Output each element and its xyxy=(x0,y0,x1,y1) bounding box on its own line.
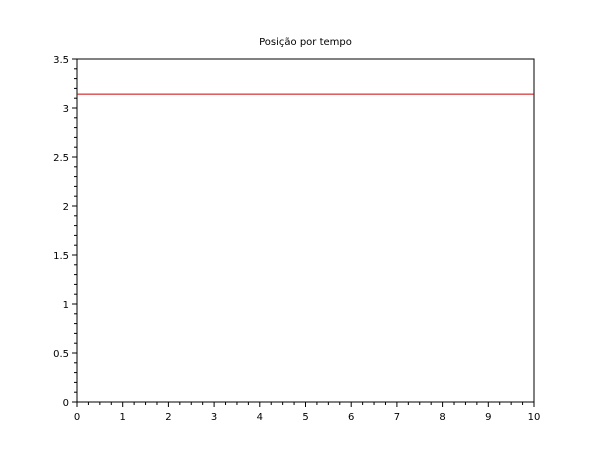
y-tick-label: 1.5 xyxy=(53,251,69,262)
y-axis: 0 0.5 1 1.5 2 2.5 3 3.5 xyxy=(53,55,77,409)
y-tick-label: 3 xyxy=(63,104,69,115)
x-tick-label: 4 xyxy=(257,412,263,423)
y-tick-label: 2 xyxy=(63,202,69,213)
y-tick-label: 0 xyxy=(63,398,69,409)
x-tick-label: 3 xyxy=(211,412,217,423)
x-tick-label: 2 xyxy=(165,412,171,423)
y-tick-label: 1 xyxy=(63,300,69,311)
plot-frame xyxy=(76,58,535,403)
x-tick-label: 10 xyxy=(528,412,541,423)
chart-title: Posição por tempo xyxy=(259,37,352,48)
y-tick-label: 0.5 xyxy=(53,349,69,360)
y-tick-label: 2.5 xyxy=(53,153,69,164)
y-tick-label: 3.5 xyxy=(53,55,69,66)
x-tick-label: 8 xyxy=(439,412,445,423)
x-tick-label: 1 xyxy=(120,412,126,423)
x-axis: 0 1 2 3 4 5 6 7 8 9 10 xyxy=(74,402,541,423)
x-tick-label: 7 xyxy=(394,412,400,423)
x-tick-label: 6 xyxy=(348,412,354,423)
x-tick-label: 5 xyxy=(302,412,308,423)
x-tick-label: 0 xyxy=(74,412,80,423)
x-tick-label: 9 xyxy=(485,412,491,423)
